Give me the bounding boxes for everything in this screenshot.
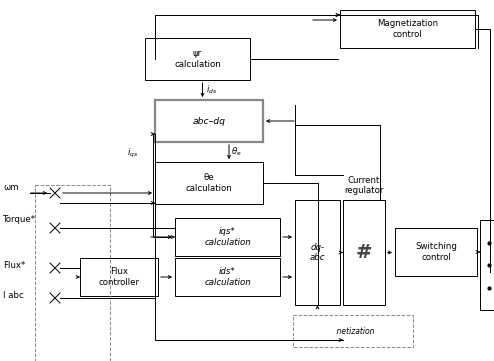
Text: netization: netization <box>332 326 374 335</box>
Text: ψr
calculation: ψr calculation <box>174 49 221 69</box>
Text: Flux*: Flux* <box>3 261 25 270</box>
Text: $i_{qs}$: $i_{qs}$ <box>127 147 139 160</box>
Text: Torque*: Torque* <box>3 216 36 225</box>
Bar <box>293 315 413 347</box>
Bar <box>35 185 110 361</box>
Bar <box>175 218 280 256</box>
Text: iqs*
calculation: iqs* calculation <box>204 227 251 247</box>
Bar <box>145 38 250 80</box>
Bar <box>295 200 340 305</box>
Bar <box>395 228 477 276</box>
Text: ids*
calculation: ids* calculation <box>204 267 251 287</box>
Text: #: # <box>356 243 372 262</box>
Text: $i_{ds}$: $i_{ds}$ <box>206 84 217 96</box>
Bar <box>155 162 263 204</box>
Text: dq-
abc: dq- abc <box>310 243 325 262</box>
Text: θe
calculation: θe calculation <box>186 173 232 193</box>
Text: Current
regulator: Current regulator <box>344 175 384 195</box>
Bar <box>340 10 475 48</box>
Text: ωm: ωm <box>3 183 18 192</box>
Text: I abc: I abc <box>3 291 24 300</box>
Text: Magnetization
control: Magnetization control <box>377 19 438 39</box>
Bar <box>343 200 385 305</box>
Text: $\theta_e$: $\theta_e$ <box>231 146 242 158</box>
Text: Switching
control: Switching control <box>415 242 457 262</box>
Bar <box>155 100 263 142</box>
Bar <box>175 258 280 296</box>
Bar <box>480 220 494 310</box>
Text: Flux
controller: Flux controller <box>98 267 139 287</box>
Bar <box>80 258 158 296</box>
Text: abc–dq: abc–dq <box>193 117 225 126</box>
